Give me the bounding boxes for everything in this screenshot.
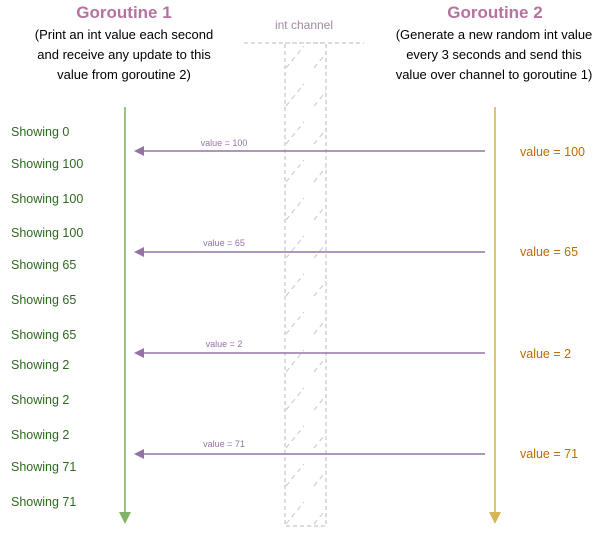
goroutine1-lifeline-arrowhead	[119, 512, 131, 524]
showing-label: Showing 65	[11, 258, 76, 272]
goroutine2-value-label: value = 71	[520, 447, 578, 461]
showing-label: Showing 65	[11, 293, 76, 307]
showing-label: Showing 2	[11, 358, 69, 372]
send-arrow-head	[134, 449, 144, 459]
send-arrow: value = 100	[134, 138, 485, 156]
goroutine2-desc-line-1: (Generate a new random int value	[396, 27, 593, 42]
send-arrow: value = 2	[134, 339, 485, 358]
goroutine2-lifeline-arrowhead	[489, 512, 501, 524]
send-arrow-head	[134, 348, 144, 358]
goroutine2-value-label: value = 65	[520, 245, 578, 259]
showing-label: Showing 71	[11, 495, 76, 509]
goroutine1-title: Goroutine 1	[76, 3, 171, 22]
goroutine1-desc-line-3: value from goroutine 2)	[57, 67, 191, 82]
showing-label: Showing 0	[11, 125, 69, 139]
goroutine1-desc-line-1: (Print an int value each second	[35, 27, 214, 42]
goroutine1-desc-line-2: and receive any update to this	[37, 47, 211, 62]
send-arrow-label: value = 100	[201, 138, 248, 148]
send-arrow: value = 65	[134, 238, 485, 257]
showing-label: Showing 65	[11, 328, 76, 342]
goroutine2-title: Goroutine 2	[447, 3, 542, 22]
showing-label: Showing 2	[11, 428, 69, 442]
send-arrow: value = 71	[134, 439, 485, 459]
send-arrow-head	[134, 247, 144, 257]
showing-label: Showing 2	[11, 393, 69, 407]
send-arrow-label: value = 65	[203, 238, 245, 248]
showing-label: Showing 71	[11, 460, 76, 474]
goroutine2-desc-line-3: value over channel to goroutine 1)	[396, 67, 593, 82]
channel-label: int channel	[275, 18, 333, 32]
showing-label: Showing 100	[11, 226, 83, 240]
showing-list: Showing 0 Showing 100 Showing 100 Showin…	[11, 125, 83, 509]
showing-label: Showing 100	[11, 157, 83, 171]
showing-label: Showing 100	[11, 192, 83, 206]
goroutine2-value-label: value = 100	[520, 145, 585, 159]
send-arrow-label: value = 71	[203, 439, 245, 449]
goroutine2-value-label: value = 2	[520, 347, 571, 361]
goroutine2-desc-line-2: every 3 seconds and send this	[406, 47, 582, 62]
send-arrow-head	[134, 146, 144, 156]
send-arrow-label: value = 2	[206, 339, 243, 349]
channel-column	[284, 42, 327, 527]
